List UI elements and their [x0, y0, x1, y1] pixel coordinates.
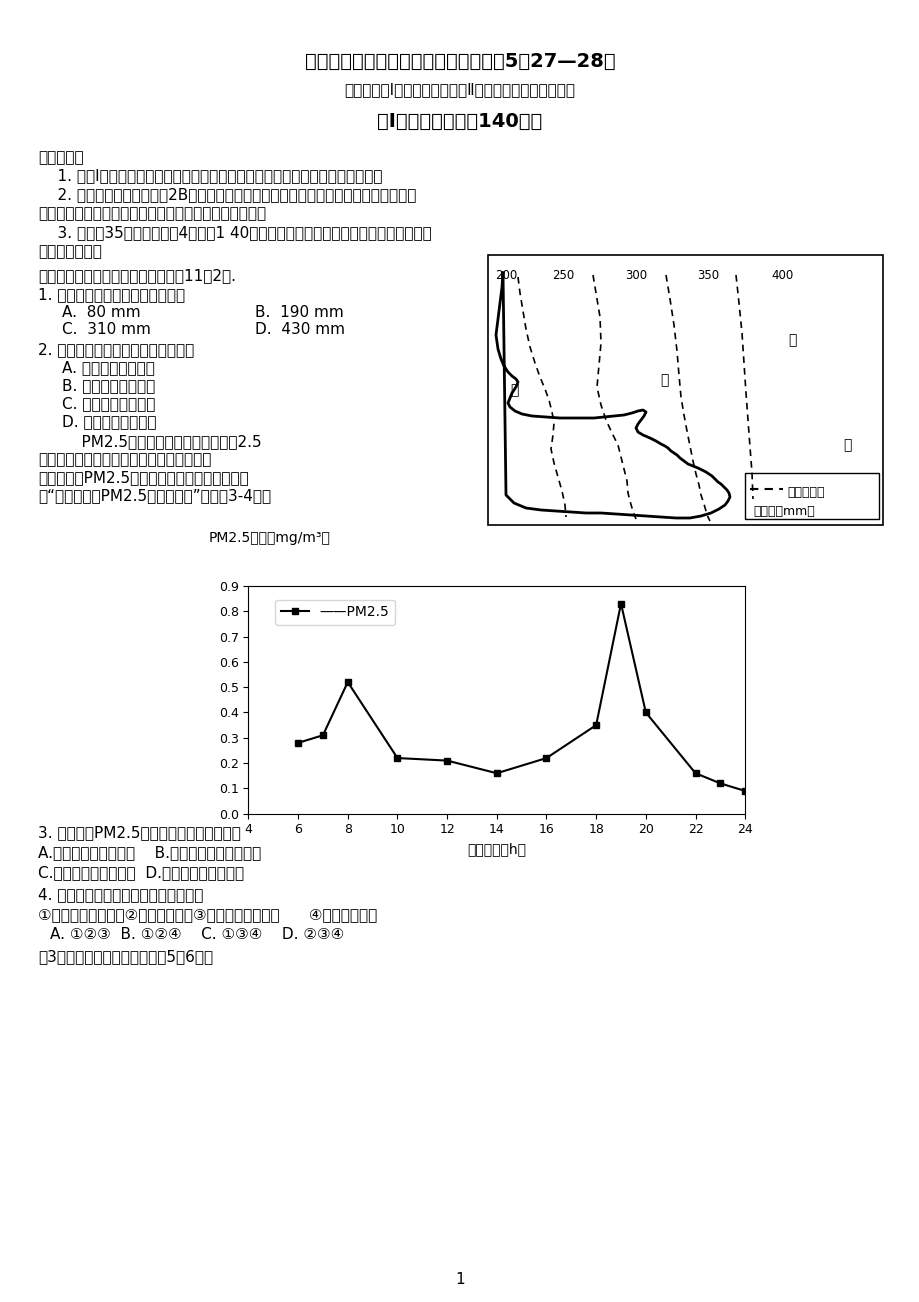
Text: B.  190 mm: B. 190 mm	[255, 305, 344, 320]
Text: 本试卷分第Ⅰ卷（选择题）和第Ⅱ卷（非选择题）两部分。: 本试卷分第Ⅰ卷（选择题）和第Ⅱ卷（非选择题）两部分。	[344, 82, 575, 98]
Text: （单位：mm）: （单位：mm）	[752, 505, 814, 518]
Text: 400: 400	[771, 270, 793, 283]
Text: 黄: 黄	[788, 333, 796, 348]
Text: A. 河流提供大量水汽: A. 河流提供大量水汽	[62, 359, 154, 375]
Bar	[744, 473, 878, 519]
Text: PM2.5浓度（mg/m³）: PM2.5浓度（mg/m³）	[209, 531, 330, 544]
Text: 3. 导致该地PM2.5浓度变化的首要污染源是: 3. 导致该地PM2.5浓度变化的首要污染源是	[38, 825, 241, 840]
Text: 微米的颟粒物。近年来华北地区冬半年雾霧: 微米的颟粒物。近年来华北地区冬半年雾霧	[38, 452, 211, 467]
Text: 4. 治理雾霧天气应采取的主要措施包括: 4. 治理雾霧天气应采取的主要措施包括	[38, 887, 203, 902]
Text: A.  80 mm: A. 80 mm	[62, 305, 141, 320]
Text: 河: 河	[842, 437, 850, 452]
Text: 徐水综合高中文科地理保温测试试题（5、27—28）: 徐水综合高中文科地理保温测试试题（5、27—28）	[304, 52, 615, 72]
Text: 乙: 乙	[659, 372, 667, 387]
Text: 第Ⅰ卷（选择题，共140分）: 第Ⅰ卷（选择题，共140分）	[377, 112, 542, 132]
Text: 皮擦干净后，再选涂其他答案标号。不能答在试题卷上。: 皮擦干净后，再选涂其他答案标号。不能答在试题卷上。	[38, 206, 266, 221]
Text: 注意事项：: 注意事项：	[38, 150, 84, 165]
Text: C. 冷暖气团频繁相遇: C. 冷暖气团频繁相遇	[62, 396, 155, 411]
Text: 200: 200	[494, 270, 516, 283]
Text: 1. 甲、乙两地降水量的差值可能是: 1. 甲、乙两地降水量的差值可能是	[38, 286, 185, 302]
Text: 1: 1	[455, 1272, 464, 1286]
Text: 1. 答第Ⅰ卷前，考生务必将自己的姓名、准考证号、考试科目涂写在答题卡上。: 1. 答第Ⅰ卷前，考生务必将自己的姓名、准考证号、考试科目涂写在答题卡上。	[38, 168, 382, 184]
X-axis label: 北京时间（h）: 北京时间（h）	[467, 842, 526, 855]
Text: 2. 每小题选出答案后，用2B铅笔把题卡上对应题目的答案标号涂黑。如需改动，用橡: 2. 每小题选出答案后，用2B铅笔把题卡上对应题目的答案标号涂黑。如需改动，用橡	[38, 187, 416, 202]
Text: 2. 甲处附近等降水量线密集的原因是: 2. 甲处附近等降水量线密集的原因是	[38, 342, 194, 357]
Text: 合题目要求的。: 合题目要求的。	[38, 243, 102, 259]
Text: 读“北京市某日PM2.5浓度变化图”，完成3-4题。: 读“北京市某日PM2.5浓度变化图”，完成3-4题。	[38, 488, 271, 503]
Text: 甲: 甲	[509, 383, 517, 397]
Text: 350: 350	[697, 270, 719, 283]
Legend: ——PM2.5: ——PM2.5	[275, 600, 394, 625]
Text: C.  310 mm: C. 310 mm	[62, 322, 151, 337]
Text: B. 气流抬升作用明显: B. 气流抬升作用明显	[62, 378, 155, 393]
Text: 3. 本卷共35小题，每小题4分，共1 40分。在每题给出的四个选项中，只有一项是符: 3. 本卷共35小题，每小题4分，共1 40分。在每题给出的四个选项中，只有一项…	[38, 225, 431, 240]
Text: ①调整能源消费结构②优化产业结构③加强环保执法力度      ④实施人工降雨: ①调整能源消费结构②优化产业结构③加强环保执法力度 ④实施人工降雨	[38, 907, 377, 922]
Text: PM2.5是指大气中直径小于或等于2.5: PM2.5是指大气中直径小于或等于2.5	[62, 434, 261, 449]
Text: A. ①②③  B. ①②④    C. ①③④    D. ②③④: A. ①②③ B. ①②④ C. ①③④ D. ②③④	[50, 927, 344, 943]
Text: 读某区域年等降水量线分布图，完成11～2题.: 读某区域年等降水量线分布图，完成11～2题.	[38, 268, 236, 283]
Text: C.工矿企业排放的烟气  D.机动车辆排放的尾气: C.工矿企业排放的烟气 D.机动车辆排放的尾气	[38, 865, 244, 880]
Text: 250: 250	[551, 270, 573, 283]
Text: 等降水量线: 等降水量线	[786, 486, 823, 499]
Text: D.  430 mm: D. 430 mm	[255, 322, 345, 337]
Text: 300: 300	[624, 270, 646, 283]
Bar	[487, 255, 882, 525]
Text: A.生活燃煤排出的烟尘    B.道路及建筑工地的扬尘: A.生活燃煤排出的烟尘 B.道路及建筑工地的扬尘	[38, 845, 261, 861]
Text: 图3是我国某区域图，读图回哅5～6题。: 图3是我国某区域图，读图回哅5～6题。	[38, 949, 213, 963]
Text: 天气多发，PM2.5浓度增加是重要的原因之一。: 天气多发，PM2.5浓度增加是重要的原因之一。	[38, 470, 248, 486]
Text: D. 森林植被覆盖率高: D. 森林植被覆盖率高	[62, 414, 156, 428]
